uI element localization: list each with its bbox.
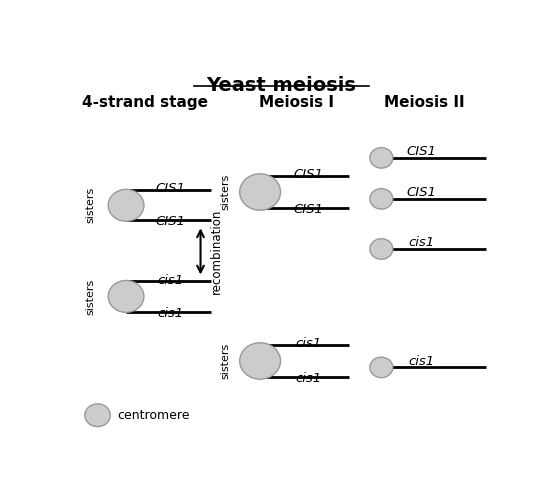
Text: Yeast meiosis: Yeast meiosis	[206, 76, 356, 95]
Text: CIS1: CIS1	[293, 168, 323, 180]
Circle shape	[108, 189, 144, 221]
Text: centromere: centromere	[117, 409, 190, 422]
Text: recombination: recombination	[210, 209, 223, 294]
Text: sisters: sisters	[86, 187, 96, 223]
Circle shape	[370, 239, 393, 259]
Text: cis1: cis1	[295, 372, 321, 386]
Text: Meiosis II: Meiosis II	[384, 95, 464, 110]
Text: sisters: sisters	[86, 278, 96, 315]
Text: cis1: cis1	[408, 355, 435, 368]
Text: CIS1: CIS1	[156, 182, 186, 196]
Text: sisters: sisters	[220, 343, 230, 379]
Circle shape	[85, 404, 110, 426]
Text: cis1: cis1	[158, 307, 184, 320]
Text: CIS1: CIS1	[293, 204, 323, 216]
Text: CIS1: CIS1	[407, 145, 436, 158]
Text: cis1: cis1	[295, 337, 321, 350]
Text: CIS1: CIS1	[407, 186, 436, 199]
Circle shape	[370, 357, 393, 378]
Text: CIS1: CIS1	[156, 215, 186, 228]
Circle shape	[370, 147, 393, 168]
Text: Meiosis I: Meiosis I	[259, 95, 334, 110]
Text: sisters: sisters	[220, 174, 230, 210]
Text: 4-strand stage: 4-strand stage	[82, 95, 208, 110]
Circle shape	[240, 343, 281, 379]
Text: cis1: cis1	[408, 236, 435, 249]
Text: cis1: cis1	[158, 274, 184, 286]
Circle shape	[370, 189, 393, 209]
Circle shape	[240, 174, 281, 210]
Circle shape	[108, 281, 144, 313]
